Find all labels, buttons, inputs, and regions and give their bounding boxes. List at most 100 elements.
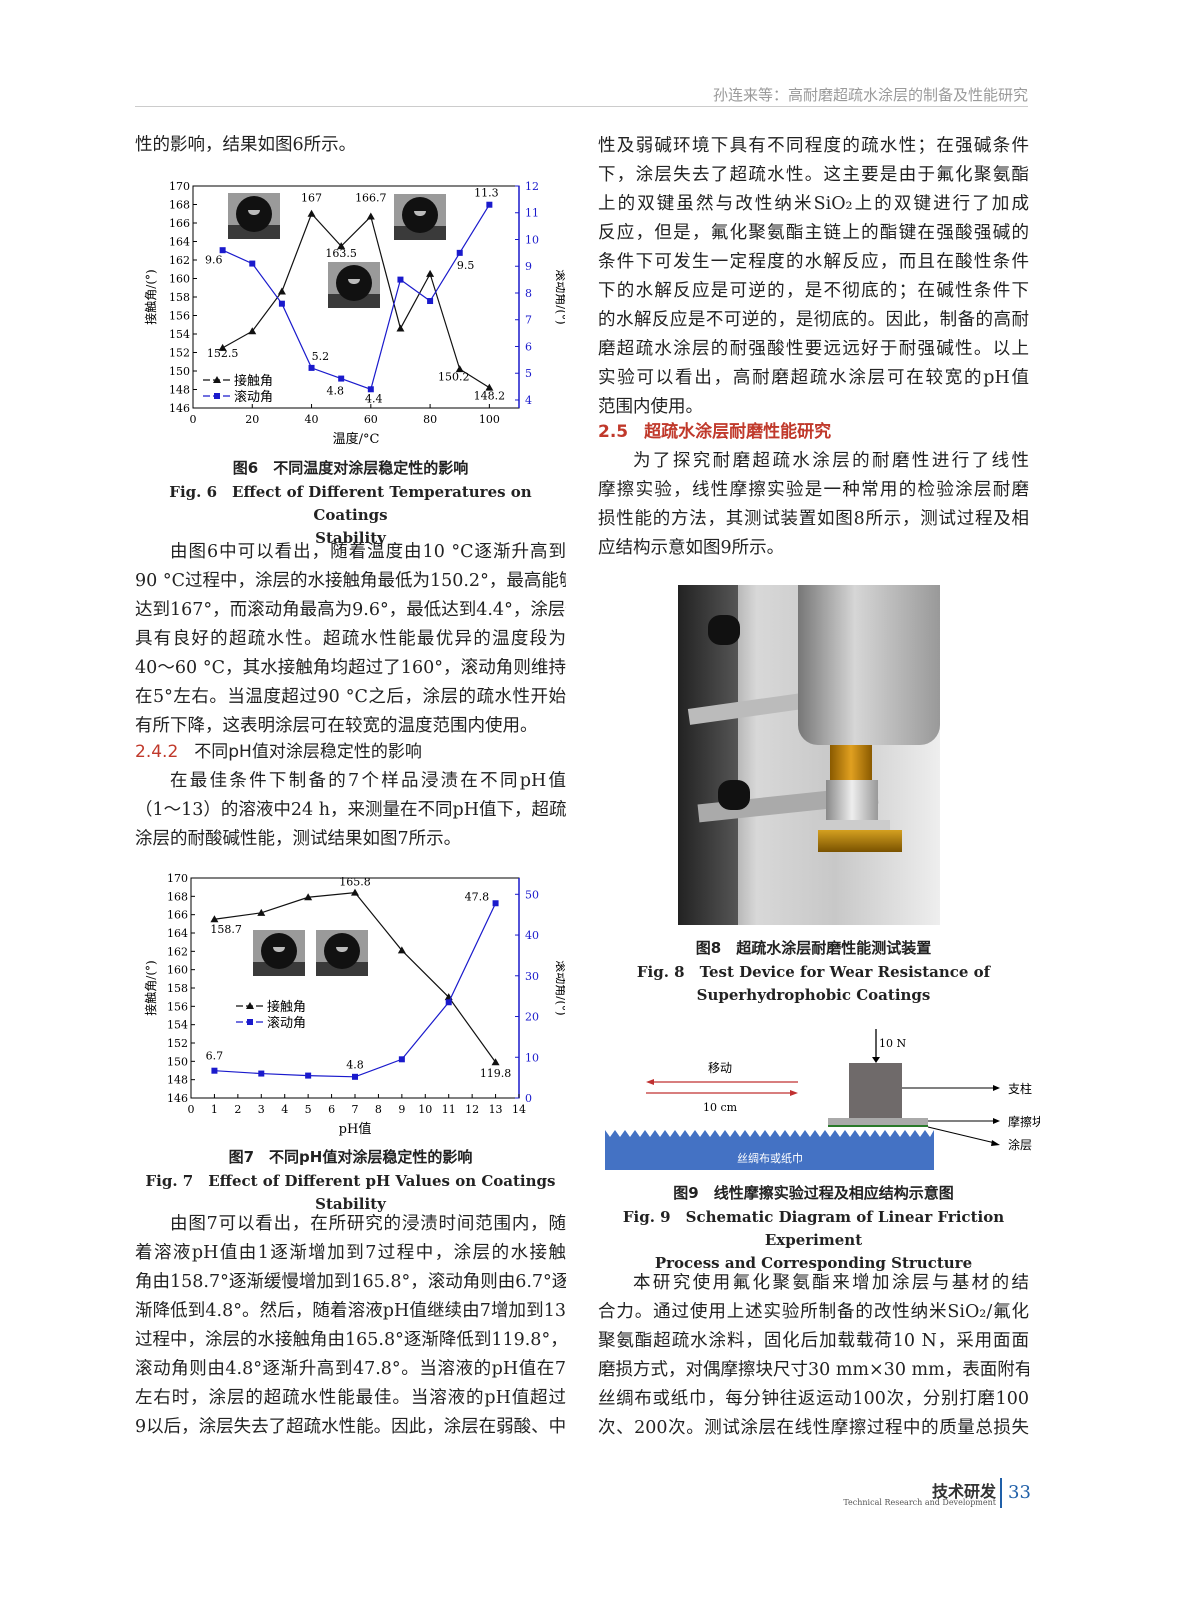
y-tick-label: 152 [169,347,190,360]
data-label: 119.8 [480,1067,512,1080]
y-tick-label: 148 [167,1074,188,1087]
right-para-3: 本研究使用氟化聚氨酯来增加涂层与基材的结 合力。通过使用上述实验所制备的改性纳米S… [598,1269,1029,1443]
pillar-label: 支柱 [1008,1081,1032,1096]
data-point-square [258,1070,265,1077]
y-tick-label: 150 [167,1055,188,1068]
data-point-triangle [426,269,435,277]
y-tick-label: 148 [169,384,190,397]
text-line: 具有良好的超疏水性。超疏水性能最优异的温度段为 [135,629,566,649]
data-label: 47.8 [465,890,490,903]
y-tick-label: 166 [167,909,188,922]
data-label: 11.3 [474,187,499,200]
x-tick-label: 11 [442,1103,456,1116]
y-tick-label: 170 [167,872,188,885]
section-heading-2-4-2: 2.4.2 不同pH值对涂层稳定性的影响 [135,738,566,767]
series-line-triangle [214,892,497,1063]
data-point-square [456,249,463,256]
y-tick-label: 160 [167,964,188,977]
y-tick-label: 162 [169,254,190,267]
text-line: 下，涂层失去了超疏水性。这主要是由于氟化聚氨酯 [598,165,1029,185]
data-point-triangle [396,324,405,332]
x-tick-label: 14 [512,1103,526,1116]
text-line: 合力。通过使用上述实验所制备的改性纳米SiO₂/氟化 [598,1302,1029,1322]
y-axis-label: 接触角/(°) [143,269,158,324]
figure-7-chart: 0 1 2 3 4 5 6 7 8 9 10 11 12 13 1414614815015215415615… [143,872,565,1137]
y-tick-label: 146 [169,402,190,415]
figure-6-caption-en: Fig. 6 Effect of Different Temperatures … [135,481,566,550]
text-line: 摩擦实验，线性摩擦实验是一种常用的检验涂层耐磨 [598,480,1029,500]
y2-tick-label: 6 [525,340,532,353]
force-label: 10 N [879,1037,906,1050]
left-para-0: 性的影响，结果如图6所示。 [135,131,566,160]
data-label: 150.2 [438,370,470,383]
legend-marker [246,1002,254,1009]
x-tick-label: 6 [328,1103,335,1116]
data-label: 152.5 [207,347,239,360]
y-tick-label: 154 [169,328,190,341]
text-line: 性及弱碱环境下具有不同程度的疏水性；在强碱条件 [598,136,1029,156]
text-line: 滚动角则由4.8°逐渐升高到47.8°。当溶液的pH值在7 [135,1359,566,1379]
caption-line: Fig. 6 Effect of Different Temperatures … [169,483,532,524]
figure-8-caption-cn: 图8 超疏水涂层耐磨性能测试装置 [695,939,932,957]
data-label: 158.7 [210,923,242,936]
data-label: 5.2 [312,350,330,363]
y-tick-label: 156 [167,1000,188,1013]
text-line: 在5°左右。当温度超过90 °C之后，涂层的疏水性开始 [135,687,566,707]
y2-tick-label: 7 [525,314,532,327]
data-label: 148.2 [474,390,506,403]
y-tick-label: 162 [167,945,188,958]
figure-7-caption-cn: 图7 不同pH值对涂层稳定性的影响 [228,1148,473,1166]
right-para-2: 为了探究耐磨超疏水涂层的耐磨性进行了线性 摩擦实验，线性摩擦实验是一种常用的检验涂… [598,447,1029,563]
x-tick-label: 4 [281,1103,288,1116]
text-line: 由图7可以看出，在所研究的浸渍时间范围内，随 [170,1214,566,1234]
data-label: 165.8 [339,875,371,888]
figure-8-caption-en: Fig. 8 Test Device for Wear Resistance o… [598,961,1029,1007]
y-tick-label: 164 [169,236,190,249]
section-title: 不同pH值对涂层稳定性的影响 [194,742,422,762]
y2-tick-label: 11 [525,207,539,220]
left-para-1: 由图6中可以看出，随着温度由10 °C逐渐升高到 90 °C过程中，涂层的水接触角… [135,538,566,741]
text-line: 9以后，涂层失去了超疏水性能。因此，涂层在弱酸、中 [135,1417,566,1437]
y2-axis-label: 滚动角/(°) [554,269,565,324]
data-label: 6.7 [206,1049,224,1062]
move-label: 移动 [708,1061,732,1075]
series-line-square [222,204,490,391]
y-tick-label: 170 [169,180,190,193]
caption-line: Superhydrophobic Coatings [696,986,931,1004]
legend-marker [213,376,221,383]
y2-tick-label: 10 [525,233,539,246]
coating-layer [828,1125,928,1127]
x-tick-label: 100 [479,413,500,426]
text-line: 40～60 °C，其水接触角均超过了160°，滚动角则维持 [135,658,566,678]
data-point-triangle [491,1058,500,1066]
data-point-square [486,201,493,208]
section-number: 2.5 [598,422,629,442]
y-tick-label: 168 [167,890,188,903]
section-title: 超疏水涂层耐磨性能研究 [644,422,832,442]
x-tick-label: 20 [245,413,259,426]
droplet-image [228,193,280,239]
data-point-square [398,1056,405,1063]
friction-block [828,1118,928,1126]
footer-section-cn: 技术研发 [931,1482,996,1501]
distance-label: 10 cm [703,1101,738,1114]
figure-9-diagram: 丝绸布或纸巾 10 N 移动 10 cm 支柱 摩擦块 涂层 [605,1029,1040,1170]
section-heading-2-5: 2.5 超疏水涂层耐磨性能研究 [598,418,1029,447]
figure-7-caption-en: Fig. 7 Effect of Different pH Values on … [145,1172,556,1213]
y-tick-label: 154 [167,1019,188,1032]
y-tick-label: 160 [169,273,190,286]
droplet-image [328,262,380,308]
legend-label: 接触角 [234,373,273,389]
x-tick-label: 0 [188,1103,195,1116]
y2-tick-label: 10 [525,1051,539,1064]
text-line: 条件下可发生一定程度的水解反应，而且在酸性条件 [598,252,1029,272]
text-line: 左右时，涂层的超疏水性能最佳。当溶液的pH值超过 [135,1388,566,1408]
footer-divider [1000,1478,1002,1508]
legend-marker [247,1019,253,1025]
block-label: 摩擦块 [1008,1114,1040,1129]
y2-tick-label: 4 [525,394,532,407]
data-point-triangle [337,242,346,250]
y-tick-label: 152 [167,1037,188,1050]
data-point-triangle [248,327,257,335]
